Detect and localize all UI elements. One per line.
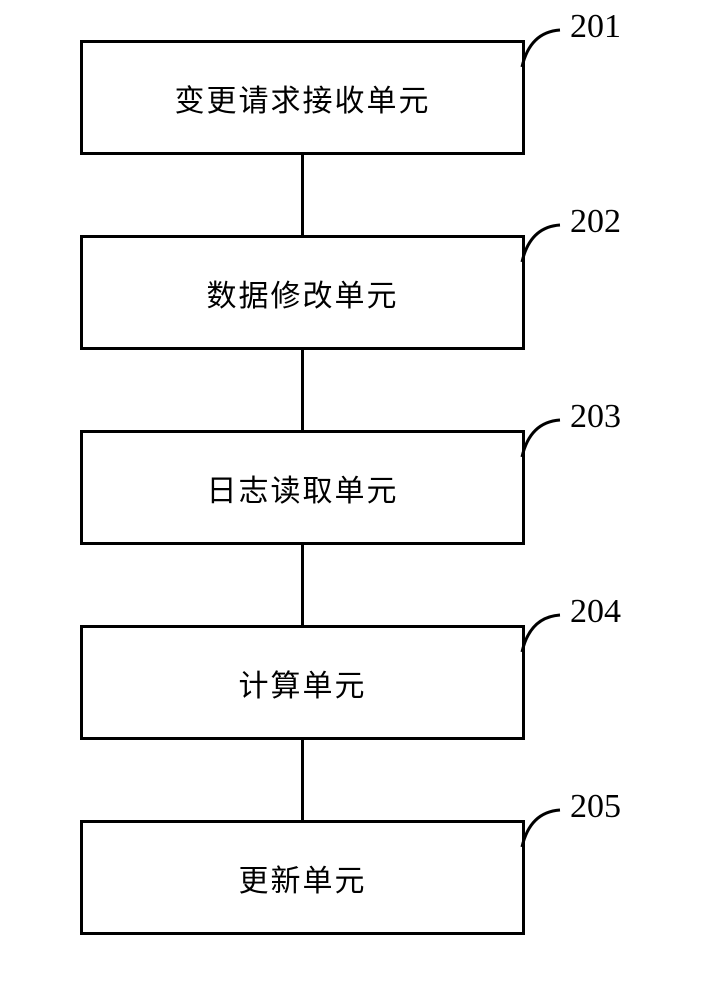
callout-label: 201 — [570, 8, 621, 46]
flow-node: 变更请求接收单元 — [80, 40, 525, 155]
callout-curve — [510, 607, 570, 657]
connector — [301, 350, 304, 430]
callout-label: 204 — [570, 593, 621, 631]
connector — [301, 155, 304, 235]
node-label: 更新单元 — [239, 856, 367, 900]
node-label: 数据修改单元 — [207, 271, 399, 315]
callout-label: 202 — [570, 203, 621, 241]
node-label: 计算单元 — [239, 661, 367, 705]
callout-curve — [510, 217, 570, 267]
callout-label: 203 — [570, 398, 621, 436]
callout-curve — [510, 412, 570, 462]
connector — [301, 740, 304, 820]
node-label: 日志读取单元 — [207, 466, 399, 510]
callout-curve — [510, 22, 570, 72]
node-label: 变更请求接收单元 — [175, 76, 431, 120]
flow-node: 更新单元 — [80, 820, 525, 935]
flow-node: 日志读取单元 — [80, 430, 525, 545]
connector — [301, 545, 304, 625]
callout-label: 205 — [570, 788, 621, 826]
flow-node: 计算单元 — [80, 625, 525, 740]
flow-node: 数据修改单元 — [80, 235, 525, 350]
callout-curve — [510, 802, 570, 852]
